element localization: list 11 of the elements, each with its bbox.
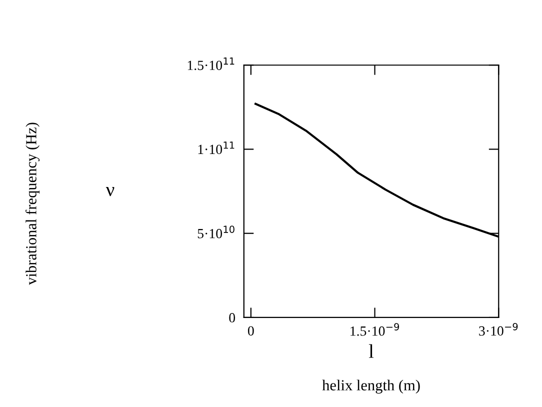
y-tick-label: 5·10$^{10}$ [198, 226, 234, 238]
y-axis-title: ν [106, 187, 114, 196]
x-tick-label: 1.5·10$^{−9}$ [350, 323, 400, 336]
y-tick-label: 0 [229, 313, 236, 322]
y-tick-label: 1·10$^{11}$ [198, 142, 234, 154]
y-tick-label: 1.5·10$^{11}$ [188, 58, 234, 70]
x-tick-label: 3·10$^{−9}$ [479, 322, 518, 336]
x-tick-label: 0 [248, 326, 254, 336]
text: helix length (m) [322, 380, 420, 394]
x-axis-title: l [368, 344, 374, 358]
text: vibrational frequency (Hz) [25, 122, 40, 285]
